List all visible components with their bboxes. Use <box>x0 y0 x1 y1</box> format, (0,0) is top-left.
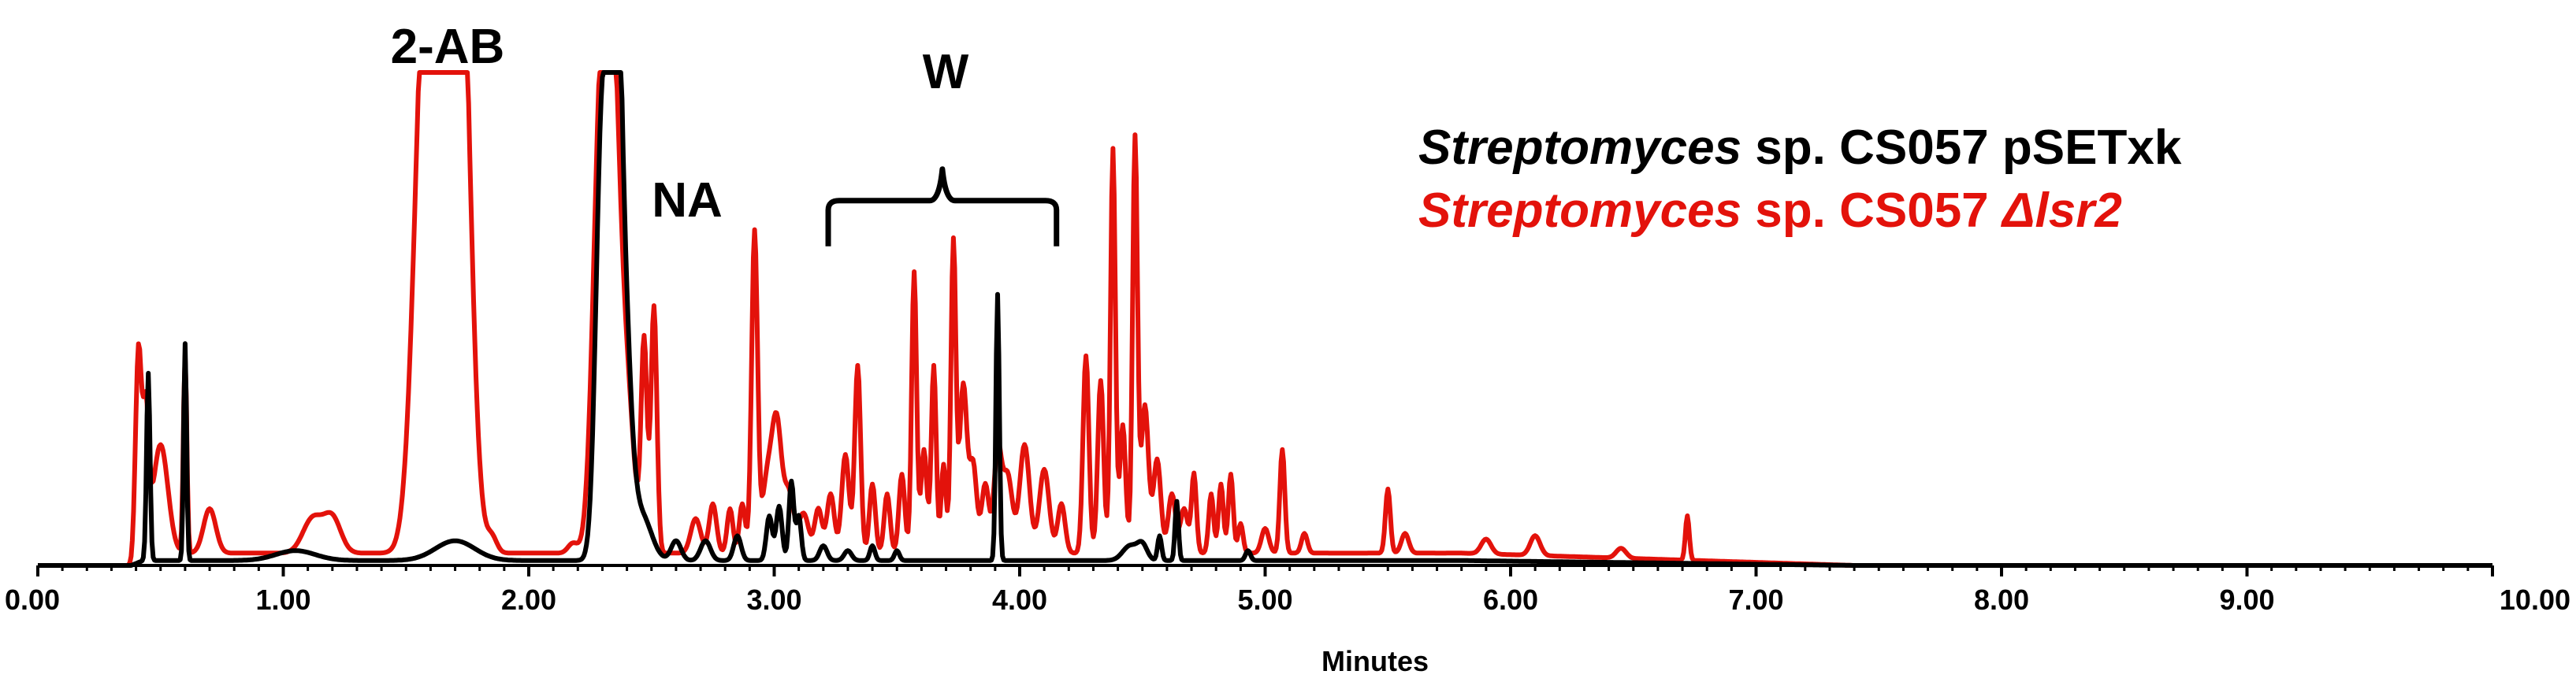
x-tick-label-4: 4.00 <box>992 584 1047 616</box>
x-tick-label-1: 1.00 <box>255 584 310 616</box>
x-tick-label-8: 8.00 <box>1974 584 2029 616</box>
x-axis-title: Minutes <box>1321 645 1429 677</box>
x-axis: 0.00 1.00 2.00 3.00 4.00 5.00 6.00 7.00 8.00 9.00… <box>5 564 2570 616</box>
annotation-2-ab: 2-AB <box>391 20 505 74</box>
x-tick-label-10: 10.00 <box>2500 584 2570 616</box>
x-tick-label-9: 9.00 <box>2219 584 2274 616</box>
x-tick-label-3: 3.00 <box>746 584 801 616</box>
x-tick-label-5: 5.00 <box>1237 584 1292 616</box>
annotation-na: NA <box>652 173 723 228</box>
annotation-w: W <box>923 45 969 99</box>
x-tick-label-6: 6.00 <box>1483 584 1538 616</box>
legend-entry-lsr2-mutant: Δlsr2 <box>2001 183 2122 238</box>
legend-entry-pSETxk-rest: sp. CS057 pSETxk <box>1741 120 2182 175</box>
legend-entry-pSETxk-italic: Streptomyces <box>1418 120 1741 175</box>
x-tick-label-2: 2.00 <box>501 584 556 616</box>
legend-entry-lsr2: Streptomyces sp. CS057 Δlsr2 <box>1418 183 2122 238</box>
legend-entry-pSETxk: Streptomyces sp. CS057 pSETxk <box>1418 120 2182 175</box>
w-bracket <box>825 166 1060 246</box>
legend-entry-lsr2-italic: Streptomyces <box>1418 183 1741 238</box>
legend-entry-lsr2-rest: sp. CS057 <box>1741 183 2002 238</box>
x-tick-label-7: 7.00 <box>1728 584 1783 616</box>
x-tick-label-0: 0.00 <box>5 584 60 616</box>
